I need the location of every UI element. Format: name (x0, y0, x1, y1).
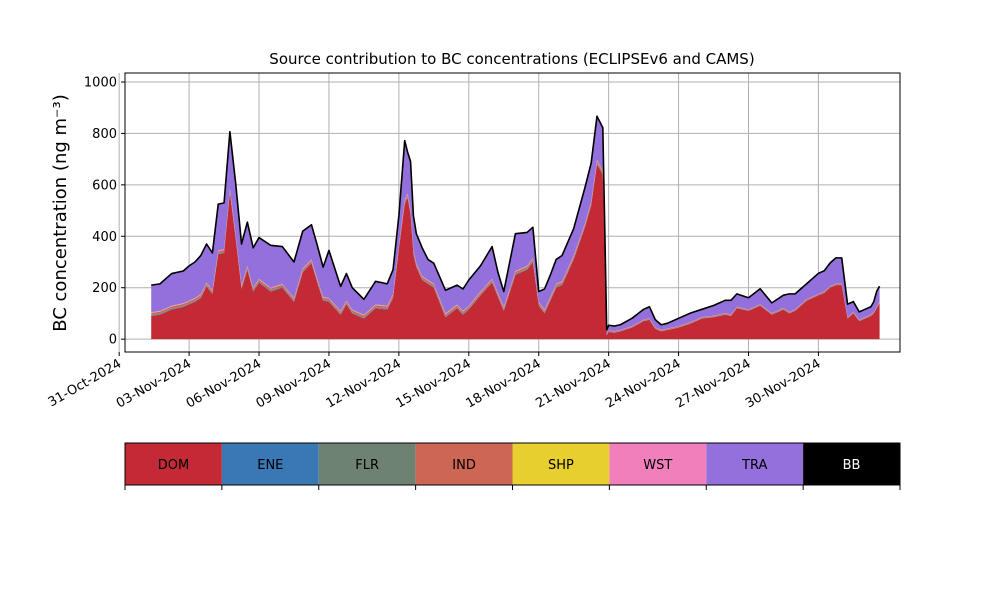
x-tick-label-8: 24-Nov-2024 (603, 356, 683, 411)
legend-swatch-tra (706, 443, 804, 485)
y-tick-label-0: 0 (109, 333, 117, 348)
x-tick-label-6: 18-Nov-2024 (463, 356, 543, 411)
x-tick-label-9: 27-Nov-2024 (673, 356, 753, 411)
legend-label-ind: IND (452, 458, 476, 473)
x-tick-label-5: 15-Nov-2024 (394, 356, 474, 411)
legend-swatch-shp (512, 443, 610, 485)
x-tick-label-2: 06-Nov-2024 (184, 356, 264, 411)
y-tick-label-2: 400 (92, 230, 117, 245)
legend-swatch-ene (221, 443, 319, 485)
x-tick-label-10: 30-Nov-2024 (743, 356, 823, 411)
y-tick-label-4: 800 (92, 127, 117, 142)
total-line (151, 115, 881, 331)
chart-title: Source contribution to BC concentrations… (269, 50, 754, 68)
x-tick-label-0: 31-Oct-2024 (46, 356, 124, 410)
x-tick-label-4: 12-Nov-2024 (324, 356, 404, 411)
legend-label-wst: WST (643, 458, 672, 473)
legend-label-flr: FLR (355, 458, 379, 473)
y-tick-label-1: 200 (92, 281, 117, 296)
legend-swatch-wst (609, 443, 707, 485)
x-axis-ticks: 31-Oct-202403-Nov-202406-Nov-202409-Nov-… (46, 352, 823, 411)
y-axis-label: BC concentration (ng m⁻³) (50, 94, 71, 332)
legend-label-dom: DOM (158, 458, 189, 473)
y-tick-label-3: 600 (92, 178, 117, 193)
grid-lines (118, 73, 900, 352)
legend-swatch-flr (318, 443, 416, 485)
legend-label-tra: TRA (741, 458, 767, 473)
legend-swatch-bb (803, 443, 900, 485)
legend-swatch-dom (125, 443, 222, 485)
legend-label-bb: BB (843, 458, 861, 473)
total-outline (151, 115, 881, 331)
x-tick-label-1: 03-Nov-2024 (114, 356, 194, 411)
legend-label-ene: ENE (257, 458, 283, 473)
stacked-areas (151, 116, 880, 340)
plot-frame (124, 72, 901, 353)
y-tick-label-5: 1000 (84, 76, 117, 91)
legend-swatch-ind (415, 443, 513, 485)
legend-label-shp: SHP (548, 458, 574, 473)
legend-colorbar: DOM ENE FLR IND SHP WST TRA BB (124, 442, 901, 490)
y-axis-ticks: 0 200 400 600 800 1000 (84, 76, 125, 348)
x-tick-label-7: 21-Nov-2024 (533, 356, 613, 411)
area-dom (151, 164, 880, 340)
x-tick-label-3: 09-Nov-2024 (254, 356, 334, 411)
area-tra (151, 116, 880, 334)
